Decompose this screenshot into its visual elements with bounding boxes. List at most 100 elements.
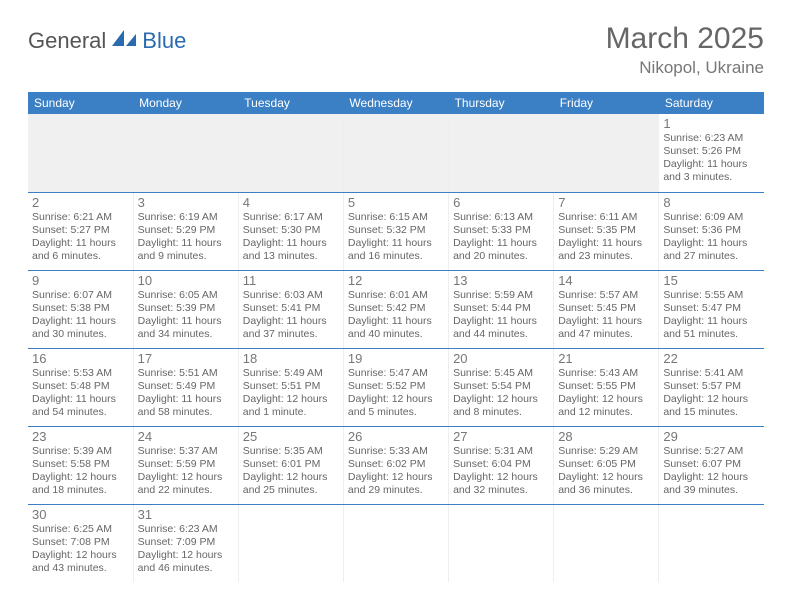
day-number: 1 [663,116,760,131]
calendar-day: 26Sunrise: 5:33 AMSunset: 6:02 PMDayligh… [343,426,448,504]
calendar-blank [449,504,554,582]
calendar-table: SundayMondayTuesdayWednesdayThursdayFrid… [28,92,764,582]
location-label: Nikopol, Ukraine [606,58,764,78]
day-info: Sunrise: 5:27 AMSunset: 6:07 PMDaylight:… [663,445,760,498]
calendar-day: 9Sunrise: 6:07 AMSunset: 5:38 PMDaylight… [28,270,133,348]
day-number: 21 [558,351,654,366]
calendar-week: 23Sunrise: 5:39 AMSunset: 5:58 PMDayligh… [28,426,764,504]
calendar-day: 14Sunrise: 5:57 AMSunset: 5:45 PMDayligh… [554,270,659,348]
day-number: 12 [348,273,444,288]
day-number: 15 [663,273,760,288]
calendar-week: 30Sunrise: 6:25 AMSunset: 7:08 PMDayligh… [28,504,764,582]
day-info: Sunrise: 6:01 AMSunset: 5:42 PMDaylight:… [348,289,444,342]
day-header: Thursday [449,92,554,114]
day-info: Sunrise: 6:07 AMSunset: 5:38 PMDaylight:… [32,289,129,342]
day-info: Sunrise: 5:55 AMSunset: 5:47 PMDaylight:… [663,289,760,342]
day-info: Sunrise: 6:15 AMSunset: 5:32 PMDaylight:… [348,211,444,264]
calendar-day: 15Sunrise: 5:55 AMSunset: 5:47 PMDayligh… [659,270,764,348]
day-number: 9 [32,273,129,288]
day-info: Sunrise: 5:53 AMSunset: 5:48 PMDaylight:… [32,367,129,420]
calendar-day: 8Sunrise: 6:09 AMSunset: 5:36 PMDaylight… [659,192,764,270]
day-number: 27 [453,429,549,444]
day-info: Sunrise: 6:09 AMSunset: 5:36 PMDaylight:… [663,211,760,264]
day-number: 13 [453,273,549,288]
title-block: March 2025 Nikopol, Ukraine [606,22,764,78]
day-number: 23 [32,429,129,444]
day-number: 6 [453,195,549,210]
day-number: 19 [348,351,444,366]
day-number: 5 [348,195,444,210]
calendar-day: 4Sunrise: 6:17 AMSunset: 5:30 PMDaylight… [238,192,343,270]
day-header: Friday [554,92,659,114]
day-info: Sunrise: 5:49 AMSunset: 5:51 PMDaylight:… [243,367,339,420]
day-info: Sunrise: 6:03 AMSunset: 5:41 PMDaylight:… [243,289,339,342]
calendar-day: 23Sunrise: 5:39 AMSunset: 5:58 PMDayligh… [28,426,133,504]
calendar-blank [554,504,659,582]
day-info: Sunrise: 5:33 AMSunset: 6:02 PMDaylight:… [348,445,444,498]
calendar-blank [28,114,133,192]
sail-icon [110,28,138,54]
calendar-blank [238,504,343,582]
calendar-day: 30Sunrise: 6:25 AMSunset: 7:08 PMDayligh… [28,504,133,582]
calendar-day: 12Sunrise: 6:01 AMSunset: 5:42 PMDayligh… [343,270,448,348]
day-info: Sunrise: 6:11 AMSunset: 5:35 PMDaylight:… [558,211,654,264]
brand-part1: General [28,28,106,54]
day-info: Sunrise: 5:47 AMSunset: 5:52 PMDaylight:… [348,367,444,420]
calendar-day: 21Sunrise: 5:43 AMSunset: 5:55 PMDayligh… [554,348,659,426]
day-number: 4 [243,195,339,210]
day-number: 3 [138,195,234,210]
calendar-day: 22Sunrise: 5:41 AMSunset: 5:57 PMDayligh… [659,348,764,426]
calendar-blank [133,114,238,192]
day-number: 25 [243,429,339,444]
day-info: Sunrise: 5:37 AMSunset: 5:59 PMDaylight:… [138,445,234,498]
day-info: Sunrise: 5:41 AMSunset: 5:57 PMDaylight:… [663,367,760,420]
calendar-day: 24Sunrise: 5:37 AMSunset: 5:59 PMDayligh… [133,426,238,504]
calendar-day: 2Sunrise: 6:21 AMSunset: 5:27 PMDaylight… [28,192,133,270]
calendar-day: 7Sunrise: 6:11 AMSunset: 5:35 PMDaylight… [554,192,659,270]
day-header: Saturday [659,92,764,114]
calendar-day: 1Sunrise: 6:23 AMSunset: 5:26 PMDaylight… [659,114,764,192]
calendar-day: 27Sunrise: 5:31 AMSunset: 6:04 PMDayligh… [449,426,554,504]
day-number: 28 [558,429,654,444]
day-info: Sunrise: 6:05 AMSunset: 5:39 PMDaylight:… [138,289,234,342]
day-header: Sunday [28,92,133,114]
calendar-day: 16Sunrise: 5:53 AMSunset: 5:48 PMDayligh… [28,348,133,426]
day-number: 22 [663,351,760,366]
calendar-week: 9Sunrise: 6:07 AMSunset: 5:38 PMDaylight… [28,270,764,348]
day-number: 26 [348,429,444,444]
calendar-day: 13Sunrise: 5:59 AMSunset: 5:44 PMDayligh… [449,270,554,348]
day-info: Sunrise: 6:23 AMSunset: 7:09 PMDaylight:… [138,523,234,576]
calendar-day: 17Sunrise: 5:51 AMSunset: 5:49 PMDayligh… [133,348,238,426]
calendar-day: 5Sunrise: 6:15 AMSunset: 5:32 PMDaylight… [343,192,448,270]
day-number: 11 [243,273,339,288]
calendar-day: 18Sunrise: 5:49 AMSunset: 5:51 PMDayligh… [238,348,343,426]
day-number: 29 [663,429,760,444]
day-header: Monday [133,92,238,114]
calendar-blank [343,114,448,192]
calendar-blank [554,114,659,192]
day-info: Sunrise: 5:35 AMSunset: 6:01 PMDaylight:… [243,445,339,498]
day-number: 10 [138,273,234,288]
calendar-day: 19Sunrise: 5:47 AMSunset: 5:52 PMDayligh… [343,348,448,426]
calendar-week: 1Sunrise: 6:23 AMSunset: 5:26 PMDaylight… [28,114,764,192]
day-info: Sunrise: 6:17 AMSunset: 5:30 PMDaylight:… [243,211,339,264]
day-number: 16 [32,351,129,366]
brand-part2: Blue [142,28,186,54]
day-number: 31 [138,507,234,522]
day-info: Sunrise: 6:19 AMSunset: 5:29 PMDaylight:… [138,211,234,264]
day-info: Sunrise: 5:59 AMSunset: 5:44 PMDaylight:… [453,289,549,342]
day-info: Sunrise: 6:13 AMSunset: 5:33 PMDaylight:… [453,211,549,264]
day-number: 24 [138,429,234,444]
day-info: Sunrise: 5:31 AMSunset: 6:04 PMDaylight:… [453,445,549,498]
day-info: Sunrise: 5:39 AMSunset: 5:58 PMDaylight:… [32,445,129,498]
calendar-blank [449,114,554,192]
calendar-day: 31Sunrise: 6:23 AMSunset: 7:09 PMDayligh… [133,504,238,582]
day-info: Sunrise: 6:25 AMSunset: 7:08 PMDaylight:… [32,523,129,576]
day-header-row: SundayMondayTuesdayWednesdayThursdayFrid… [28,92,764,114]
day-info: Sunrise: 5:57 AMSunset: 5:45 PMDaylight:… [558,289,654,342]
day-header: Wednesday [343,92,448,114]
calendar-week: 16Sunrise: 5:53 AMSunset: 5:48 PMDayligh… [28,348,764,426]
brand-logo: General Blue [28,28,186,54]
calendar-blank [659,504,764,582]
day-number: 20 [453,351,549,366]
